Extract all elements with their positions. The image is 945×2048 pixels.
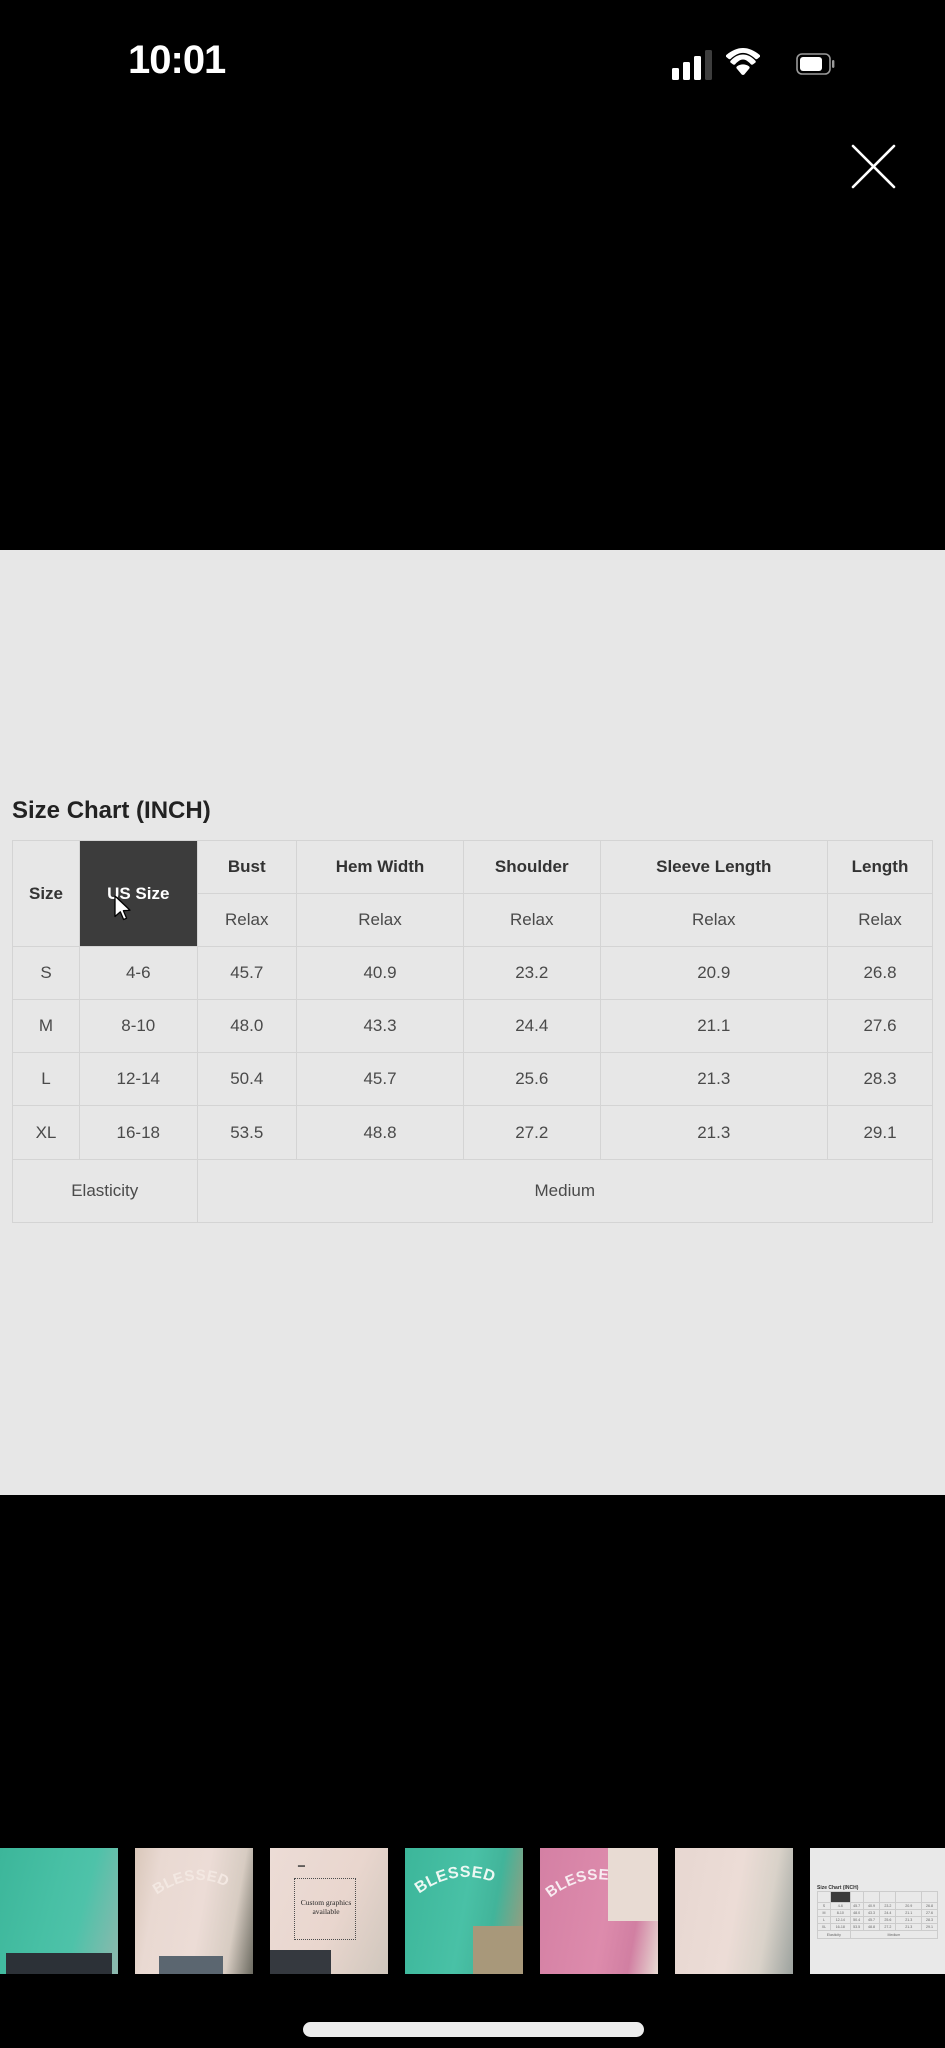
svg-text:BLESSED: BLESSED [150,1867,232,1898]
svg-text:BLESSED: BLESSED [412,1864,498,1897]
